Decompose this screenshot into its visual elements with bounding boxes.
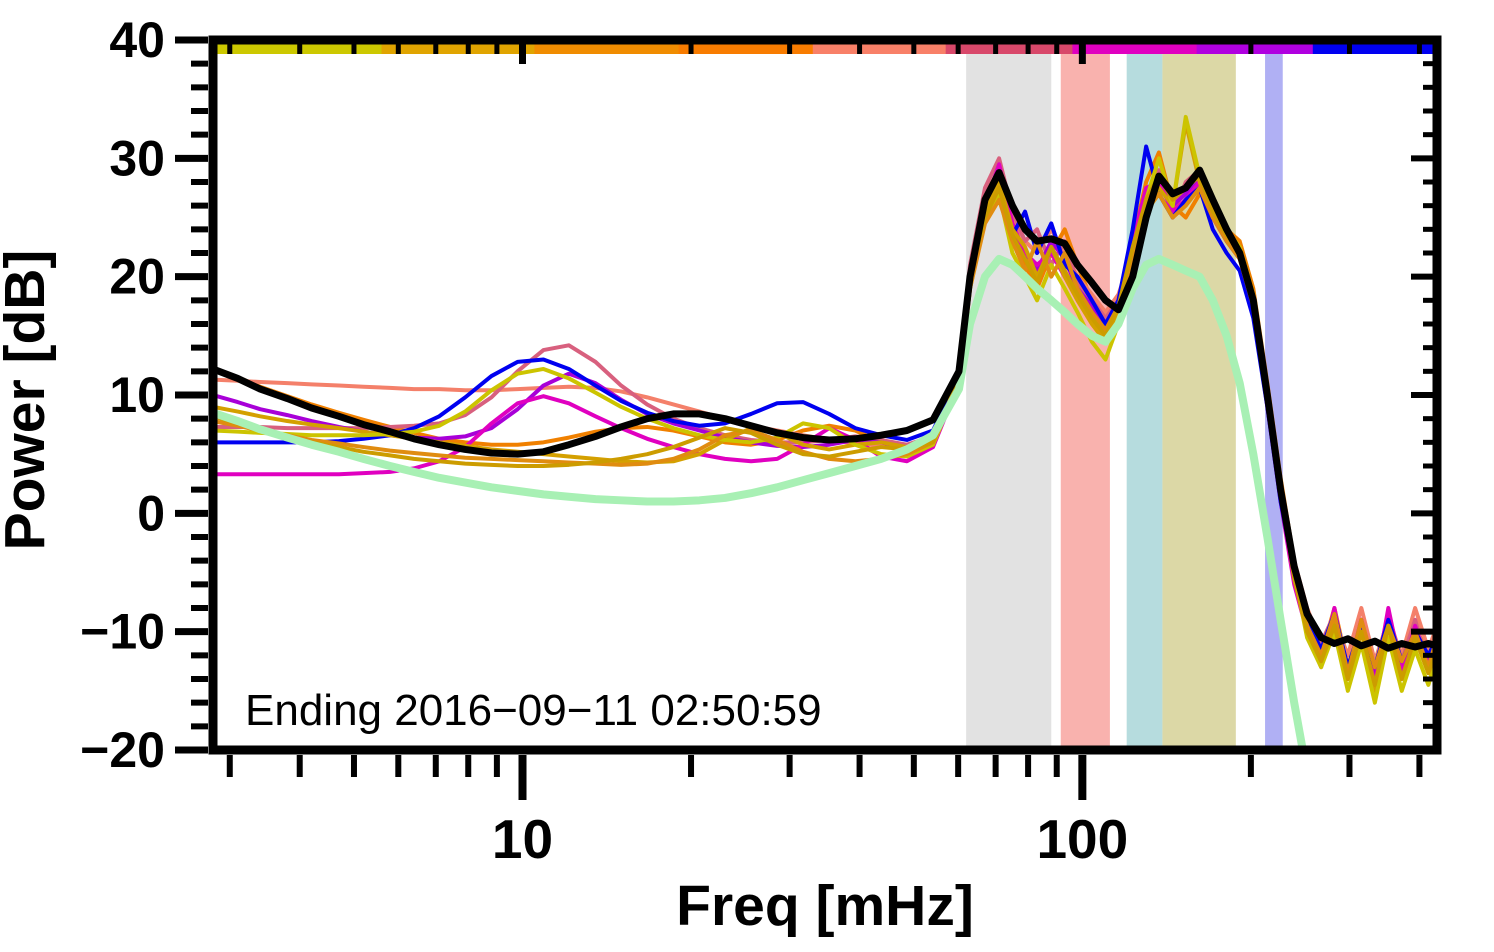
x-tick-label: 10 bbox=[492, 808, 553, 870]
y-tick-label: −20 bbox=[80, 722, 165, 778]
y-tick-label: 10 bbox=[109, 367, 165, 423]
x-axis-label: Freq [mHz] bbox=[676, 874, 974, 938]
y-tick-label: −10 bbox=[80, 604, 165, 660]
x-tick-label: 100 bbox=[1036, 808, 1128, 870]
y-tick-label: 30 bbox=[109, 130, 165, 186]
axis-tick-labels-group: −20 −10 0 10 20 30 40 10 100 bbox=[80, 12, 1128, 870]
band-pink bbox=[1060, 52, 1110, 750]
band-gray bbox=[966, 52, 1052, 750]
y-tick-label: 0 bbox=[137, 485, 165, 541]
y-tick-label: 20 bbox=[109, 249, 165, 305]
axis-ticks-group bbox=[175, 36, 1437, 800]
y-tick-label: 40 bbox=[109, 12, 165, 68]
series-reference-green bbox=[213, 254, 1307, 750]
y-axis-label: Power [dB] bbox=[0, 250, 57, 551]
series-group bbox=[213, 114, 1437, 750]
ending-timestamp-annotation: Ending 2016−09−11 02:50:59 bbox=[245, 686, 822, 735]
band-khaki bbox=[1162, 52, 1236, 750]
series-mean bbox=[213, 166, 1437, 652]
